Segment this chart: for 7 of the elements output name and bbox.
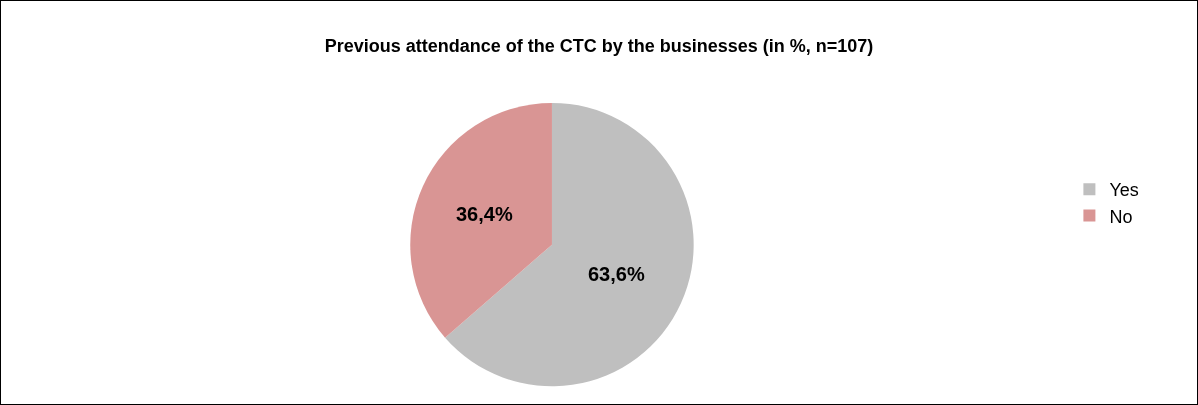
legend-label: No [1109,206,1133,227]
pie-slice [410,102,552,338]
chart-title: Previous attendance of the CTC by the businesses (in %, n=107) [324,35,874,56]
data-label: 36,4% [455,202,513,225]
legend-label: Yes [1109,180,1139,201]
data-label: 63,6% [587,262,645,285]
pie-slice [445,102,694,387]
